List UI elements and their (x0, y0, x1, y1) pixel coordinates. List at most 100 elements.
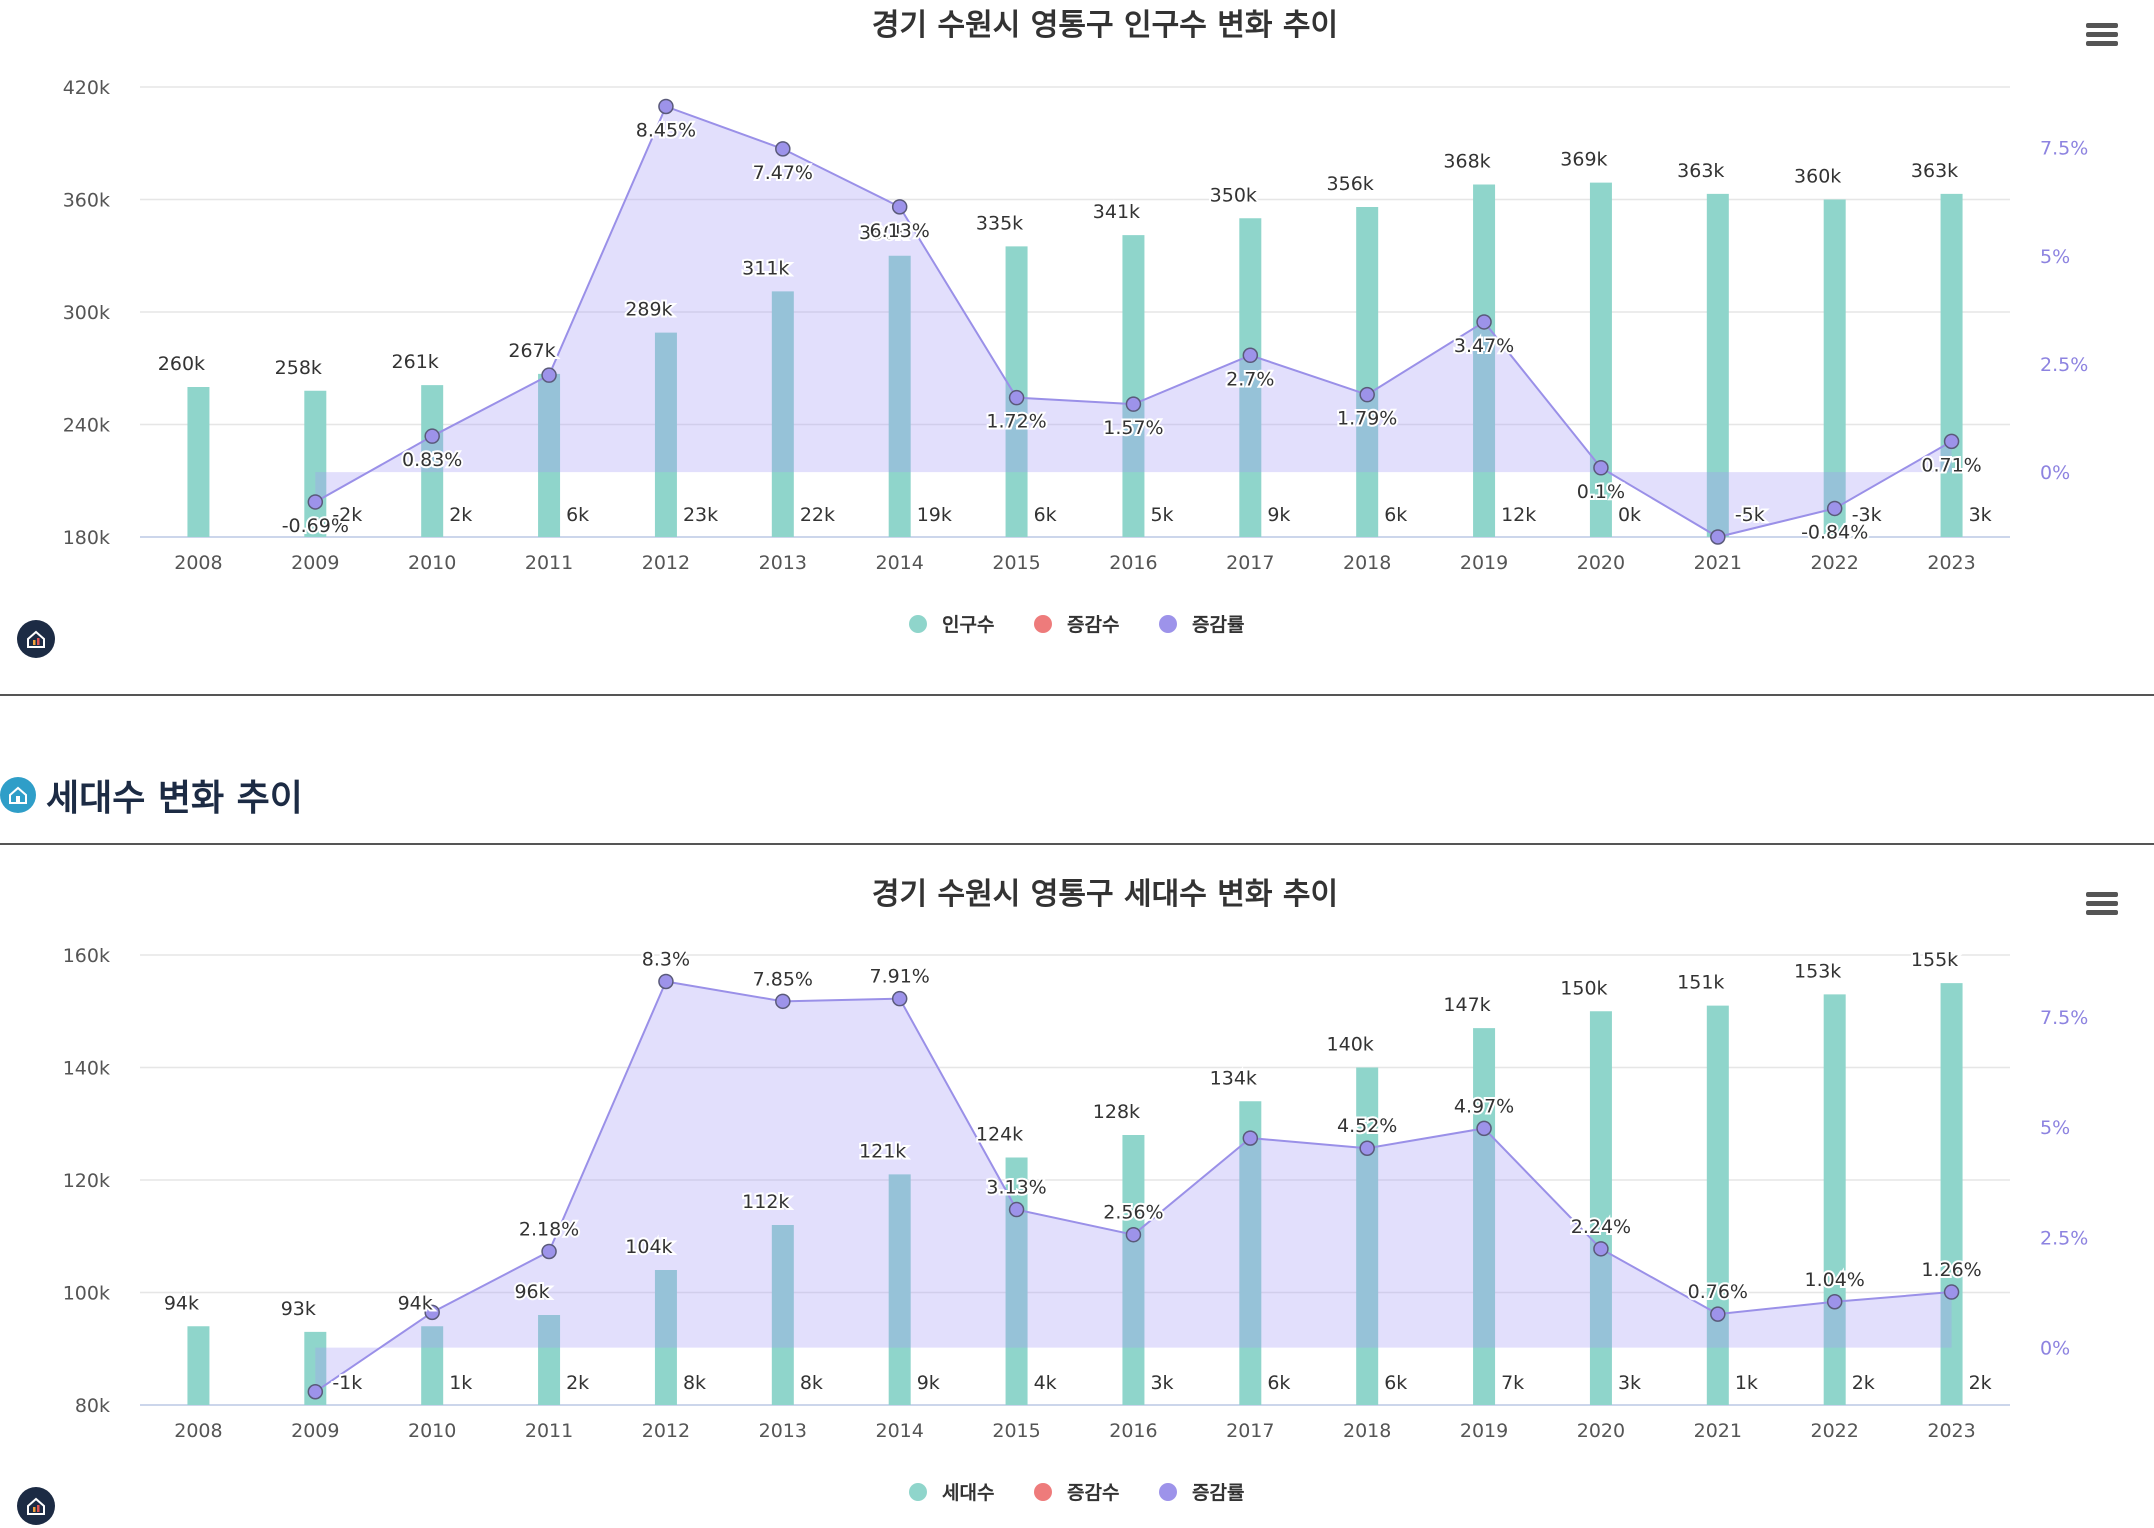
rate-point (541, 367, 557, 383)
rate-point (1943, 433, 1960, 450)
chart-menu-button[interactable] (2086, 20, 2118, 48)
rate-point (1359, 1140, 1375, 1156)
bar (771, 1225, 794, 1405)
legend-marker (909, 1483, 927, 1501)
bar (1473, 1028, 1496, 1405)
rate-point (424, 1304, 440, 1321)
y2-tick-label: 2.5% (2040, 354, 2088, 376)
y2-tick-label: 7.5% (2040, 138, 2088, 160)
bar (1589, 182, 1612, 537)
section-header: 세대수 변화 추이 (0, 765, 303, 825)
rate-point (1125, 396, 1142, 412)
bar (654, 1270, 677, 1405)
bar (421, 1326, 444, 1405)
bar-value-label: 335k (976, 212, 1023, 234)
x-tick-label: 2018 (1343, 1420, 1391, 1442)
change-value-label: -2k (332, 504, 362, 526)
x-tick-label: 2013 (759, 1420, 807, 1442)
bar-value-label: 363k (1677, 160, 1724, 182)
household-chart-svg: 경기 수원시 영통구 세대수 변화 추이 80k 100k 120k 140k 160k 0… (63, 877, 2089, 1504)
change-value-label: 9k (1267, 504, 1290, 526)
bar-value-label: 368k (1443, 151, 1490, 173)
x-tick-label: 2023 (1927, 1420, 1975, 1442)
change-value-label: 2k (566, 1372, 589, 1394)
population-chart-svg: 경기 수원시 영통구 인구수 변화 추이 180k 240k 300k 360k 420k… (63, 8, 2089, 636)
y-tick-label: 240k (63, 415, 110, 437)
change-value-label: 22k (800, 504, 835, 526)
y-tick-label: 360k (63, 190, 110, 212)
bar-value-label: 147k (1443, 994, 1490, 1016)
change-value-label: 6k (566, 504, 589, 526)
change-value-label: -1k (332, 1372, 362, 1394)
y-tick-label: 80k (75, 1395, 110, 1417)
x-tick-label: 2023 (1927, 552, 1975, 574)
y-tick-label: 140k (63, 1058, 110, 1080)
x-tick-label: 2016 (1109, 1420, 1157, 1442)
legend-label: 인구수 (942, 614, 994, 636)
bar (1122, 235, 1145, 537)
x-tick-label: 2022 (1811, 552, 1859, 574)
y-tick-label: 180k (63, 527, 110, 549)
rate-value-label: 1.79% (1337, 408, 1397, 430)
chart-title: 경기 수원시 영통구 세대수 변화 추이 (872, 877, 1338, 912)
bar-value-label: 330k (859, 222, 906, 244)
bar (1005, 1157, 1028, 1405)
bar (1239, 1101, 1262, 1405)
bar (654, 332, 677, 537)
legend-marker (1159, 615, 1177, 633)
rate-value-label: 6.13% (870, 220, 930, 242)
bar-value-label: 360k (1794, 166, 1841, 188)
change-value-label: 6k (1267, 1372, 1290, 1394)
bar-value-label: 151k (1677, 972, 1724, 994)
rate-point (541, 1243, 557, 1260)
rate-point (424, 428, 440, 444)
rate-point (1242, 1130, 1259, 1146)
rate-point (1826, 500, 1843, 517)
y-tick-label: 160k (63, 945, 110, 967)
section-title: 세대수 변화 추이 (46, 778, 303, 819)
change-value-label: 1k (1735, 1372, 1758, 1394)
bar (771, 291, 794, 537)
x-tick-label: 2013 (759, 552, 807, 574)
y-tick-label: 100k (63, 1283, 110, 1305)
rate-value-label: 8.3% (642, 948, 690, 970)
x-tick-label: 2009 (291, 552, 339, 574)
rate-value-label: 0.83% (402, 449, 462, 471)
change-value-label: 2k (449, 504, 472, 526)
change-value-label: 7k (1501, 1372, 1524, 1394)
rate-value-label: 1.72% (986, 411, 1046, 433)
change-value-label: 3k (1150, 1372, 1173, 1394)
rate-point (1476, 1120, 1492, 1137)
y2-tick-label: 7.5% (2040, 1007, 2088, 1029)
x-tick-label: 2020 (1577, 1420, 1625, 1442)
rate-value-label: -0.84% (1801, 521, 1868, 543)
rate-point (775, 141, 791, 157)
bar (1823, 199, 1846, 537)
y2-tick-label: 5% (2040, 1117, 2070, 1139)
rate-point (1593, 1241, 1609, 1257)
bar-value-label: 128k (1093, 1101, 1140, 1123)
change-value-label: 8k (683, 1372, 706, 1394)
rate-point (1593, 460, 1609, 476)
y2-tick-label: 5% (2040, 246, 2070, 268)
rate-value-label: 3.13% (986, 1177, 1046, 1199)
change-value-label: 2k (1852, 1372, 1875, 1394)
bar-value-label: 260k (158, 353, 205, 375)
bar (1239, 218, 1262, 537)
legend-marker (1034, 1483, 1052, 1501)
bar (888, 1174, 911, 1405)
bar-value-label: 311k (742, 257, 789, 279)
rate-value-label: 3.47% (1454, 335, 1514, 357)
rate-value-label: 4.52% (1337, 1115, 1397, 1137)
logo-icon (17, 620, 55, 658)
rate-point (1242, 347, 1259, 364)
bar (1940, 983, 1963, 1405)
rate-point (1826, 1294, 1843, 1310)
rate-area (315, 106, 1952, 537)
bar-value-label: 124k (976, 1124, 1023, 1146)
rate-value-label: 1.26% (1921, 1259, 1981, 1281)
rate-value-label: 4.97% (1454, 1095, 1514, 1117)
chart-menu-button[interactable] (2086, 889, 2118, 917)
bar-value-label: 140k (1327, 1034, 1374, 1056)
bar-value-label: 96k (514, 1281, 549, 1303)
